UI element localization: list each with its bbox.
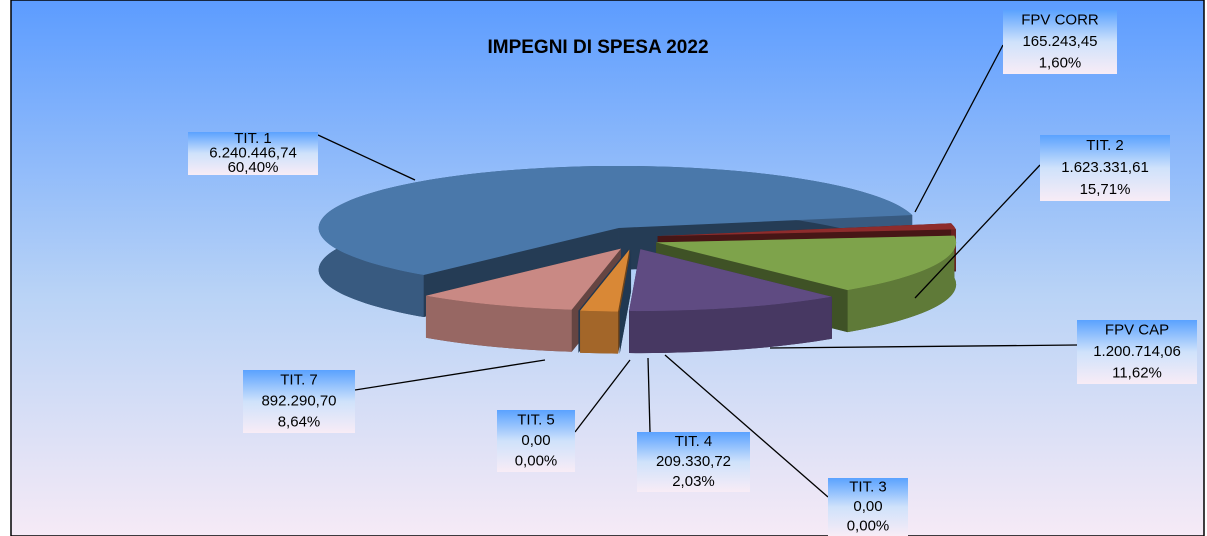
label-percent: 2,03% bbox=[672, 473, 715, 490]
label-percent: 60,40% bbox=[228, 159, 279, 176]
slice-side bbox=[580, 310, 619, 354]
label-box bbox=[637, 432, 750, 492]
slice-top bbox=[425, 248, 622, 310]
label-category: TIT. 3 bbox=[849, 479, 887, 496]
slice-side bbox=[425, 295, 572, 352]
label-box bbox=[188, 132, 318, 175]
label-category: TIT. 4 bbox=[675, 433, 713, 450]
label-box bbox=[1040, 135, 1170, 201]
slice bbox=[619, 249, 632, 354]
label-box bbox=[243, 370, 355, 433]
leader-line bbox=[664, 354, 829, 498]
slice-side bbox=[847, 235, 957, 333]
leader-line bbox=[354, 359, 546, 391]
label-value: 0,00 bbox=[521, 432, 550, 449]
label-value: 165.243,45 bbox=[1022, 33, 1097, 50]
label-percent: 0,00% bbox=[515, 453, 558, 470]
slice-side bbox=[629, 296, 832, 354]
label-category: TIT. 5 bbox=[517, 411, 555, 428]
label-percent: 8,64% bbox=[278, 413, 321, 430]
label-category: FPV CAP bbox=[1105, 322, 1169, 339]
label-percent: 15,71% bbox=[1080, 181, 1131, 198]
slice-wall bbox=[619, 249, 632, 354]
slice-top bbox=[629, 249, 832, 312]
label-box bbox=[828, 478, 908, 536]
slice bbox=[629, 249, 832, 354]
label-box bbox=[1003, 10, 1117, 74]
label-value: 0,00 bbox=[853, 498, 882, 515]
label-percent: 11,62% bbox=[1112, 364, 1162, 381]
slice-top bbox=[318, 165, 913, 276]
label-value: 6.240.446,74 bbox=[209, 144, 297, 161]
label-value: 1.623.331,61 bbox=[1061, 159, 1149, 176]
label-value: 892.290,70 bbox=[261, 392, 336, 409]
label-category: TIT. 1 bbox=[234, 130, 272, 147]
label-percent: 0,00% bbox=[847, 517, 890, 534]
leader-line bbox=[914, 164, 1041, 299]
label-value: 1.200.714,06 bbox=[1093, 343, 1181, 360]
leader-line bbox=[317, 134, 416, 181]
leader-line bbox=[914, 44, 1004, 213]
leader-line bbox=[647, 357, 651, 433]
leader-line bbox=[769, 344, 1078, 349]
label-category: FPV CORR bbox=[1021, 12, 1099, 29]
label-box bbox=[1077, 320, 1197, 384]
label-percent: 1,60% bbox=[1039, 54, 1082, 71]
slice-top bbox=[656, 235, 957, 291]
label-category: TIT. 7 bbox=[280, 371, 318, 388]
label-category: TIT. 2 bbox=[1086, 137, 1124, 154]
label-value: 209.330,72 bbox=[656, 453, 731, 470]
slice-top bbox=[580, 249, 630, 312]
slice-top bbox=[657, 223, 956, 237]
chart-title: IMPEGNI DI SPESA 2022 bbox=[487, 37, 708, 58]
slice bbox=[580, 249, 630, 354]
label-box bbox=[497, 410, 575, 472]
leader-line bbox=[574, 359, 631, 433]
